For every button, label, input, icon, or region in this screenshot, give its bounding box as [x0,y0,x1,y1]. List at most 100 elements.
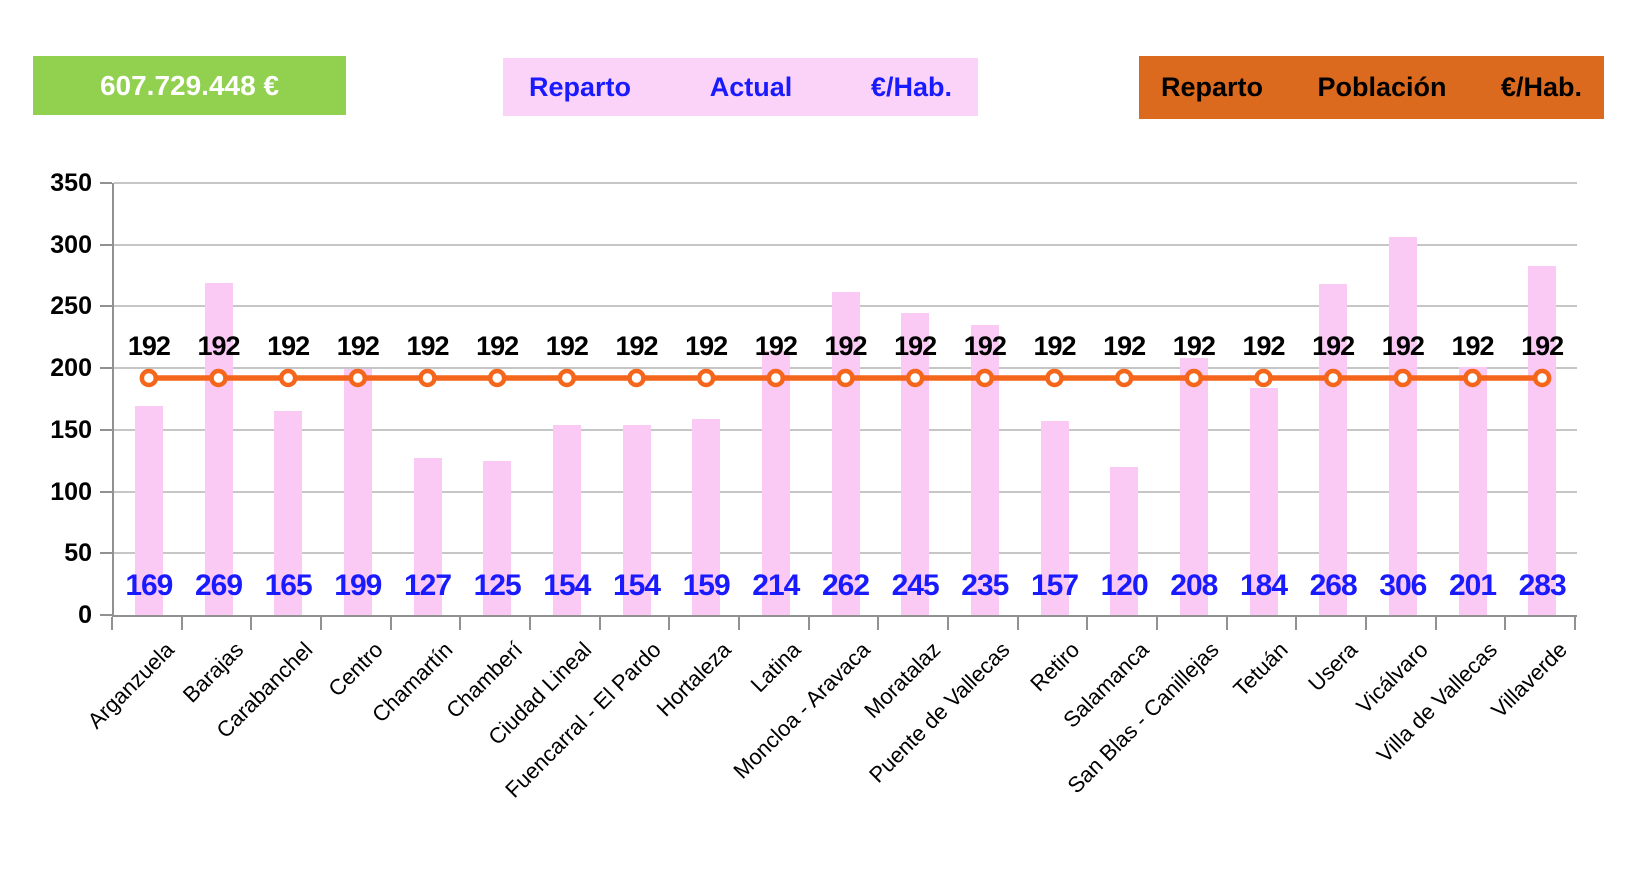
line-value-label: 192 [754,331,798,362]
bar-Barajas[interactable] [204,282,233,615]
line-point-Villa de Vallecas[interactable] [1463,368,1482,388]
bar-value-label: 208 [1170,569,1218,602]
line-value-label: 192 [1242,331,1285,362]
reparto-poblacion-word-1: Reparto [1161,72,1264,102]
x-axis-tick [1295,617,1298,630]
bar-Moncloa - Aravaca[interactable] [831,291,860,615]
line-point-Puente de Vallecas[interactable] [975,368,995,388]
line-point-Villaverde[interactable] [1532,368,1552,388]
line-point-Chamberí[interactable] [487,368,507,388]
bar-Chamberí[interactable] [483,460,512,615]
bar-Ciudad Lineal[interactable] [552,424,581,615]
y-axis-tick [100,428,112,431]
x-axis-label-Retiro: Retiro [1025,637,1085,697]
bar-San Blas - Canillejas[interactable] [1179,358,1208,615]
x-axis-tick [668,617,671,630]
bar-value-label: 269 [194,569,243,602]
x-axis-tick [877,617,880,630]
bar-Salamanca[interactable] [1110,466,1139,615]
line-value-label: 192 [1451,331,1494,362]
bar-Centro[interactable] [343,369,372,615]
line-value-label: 192 [127,331,171,362]
x-axis-label-Villaverde: Villaverde [1486,637,1572,723]
y-axis-tick [100,367,112,370]
bar-Vicálvaro[interactable] [1388,237,1417,615]
reparto-poblacion-legend-cell[interactable]: Reparto Población €/Hab. [1139,56,1604,119]
line-value-label: 192 [963,331,1007,362]
bar-value-label: 154 [543,569,591,602]
y-axis-label: 150 [50,415,92,444]
x-axis-tick [459,617,462,630]
line-point-Barajas[interactable] [209,368,228,388]
line-point-Carabanchel[interactable] [278,368,298,388]
bar-Fuencarral - El Pardo[interactable] [622,424,651,615]
bar-Latina[interactable] [761,350,790,615]
line-value-label: 192 [336,331,380,362]
line-point-Hortaleza[interactable] [696,368,716,388]
bar-Hortaleza[interactable] [692,418,721,615]
x-axis-tick [598,617,601,630]
line-value-label: 192 [267,331,310,362]
line-point-San Blas - Canillejas[interactable] [1184,368,1204,388]
bar-Villaverde[interactable] [1528,265,1557,615]
line-value-label: 192 [615,331,658,362]
bar-Carabanchel[interactable] [274,411,303,615]
line-value-label: 192 [406,331,449,362]
x-axis-label-Arganzuela: Arganzuela [82,637,179,734]
line-value-label: 192 [894,331,937,362]
line-point-Fuencarral - El Pardo[interactable] [627,368,646,388]
line-point-Latina[interactable] [766,368,786,388]
x-axis-tick [1086,617,1089,630]
bar-value-label: 169 [125,569,173,602]
bar-Arganzuela[interactable] [134,406,163,615]
y-axis-label: 0 [78,601,92,629]
bar-Chamartín[interactable] [413,458,442,615]
x-axis-tick [807,617,810,630]
reparto-poblacion-word-3: €/Hab. [1500,72,1582,102]
line-point-Salamanca[interactable] [1114,368,1134,388]
line-point-Usera[interactable] [1323,368,1343,388]
bar-Villa de Vallecas[interactable] [1458,366,1487,615]
line-value-label: 192 [685,331,728,362]
line-point-Retiro[interactable] [1045,368,1064,388]
reparto-actual-legend-cell[interactable]: Reparto Actual €/Hab. [503,58,978,116]
bar-value-label: 127 [403,569,452,602]
bar-value-label: 245 [891,569,940,602]
x-axis-tick [111,617,113,630]
x-axis-tick [947,617,949,630]
total-budget-cell[interactable]: 607.729.448 € [33,56,346,115]
bar-value-label: 165 [264,569,313,602]
line-point-Moratalaz[interactable] [905,368,925,388]
y-axis-tick [100,305,112,308]
y-axis-tick [100,243,112,246]
bar-Usera[interactable] [1319,284,1348,615]
x-axis-tick [320,617,322,630]
gridline [114,243,1577,246]
line-point-Arganzuela[interactable] [139,368,159,388]
bar-Moratalaz[interactable] [901,312,930,615]
y-axis-label: 300 [50,230,92,259]
bar-Tetuán[interactable] [1249,387,1278,615]
y-axis-label: 200 [50,354,92,383]
bar-Retiro[interactable] [1040,421,1069,615]
bar-value-label: 235 [961,569,1009,602]
bar-line-chart: 169 192 269 192 165 192 199 192 127 192 125 192 154 1… [0,150,1645,884]
bar-value-label: 199 [334,569,382,602]
reparto-actual-word-2: Actual [709,71,793,102]
line-point-Centro[interactable] [348,368,368,388]
y-axis-label: 350 [50,169,92,197]
line-point-Chamartín[interactable] [418,368,437,388]
line-point-Moncloa - Aravaca[interactable] [836,368,855,388]
line-point-Tetuán[interactable] [1254,368,1273,388]
line-value-label: 192 [1521,331,1564,362]
line-point-Vicálvaro[interactable] [1393,368,1413,388]
x-axis-tick [250,617,253,630]
line-series-Reparto Población €/Hab. [139,368,1552,388]
line-point-Ciudad Lineal[interactable] [557,368,577,388]
x-axis-label-Hortaleza: Hortaleza [651,637,736,722]
bar-value-label: 283 [1518,569,1567,602]
bar-value-label: 184 [1239,569,1288,602]
x-axis-tick [1016,617,1019,630]
x-axis-label-Centro: Centro [323,637,388,702]
x-axis-tick [1156,617,1158,630]
